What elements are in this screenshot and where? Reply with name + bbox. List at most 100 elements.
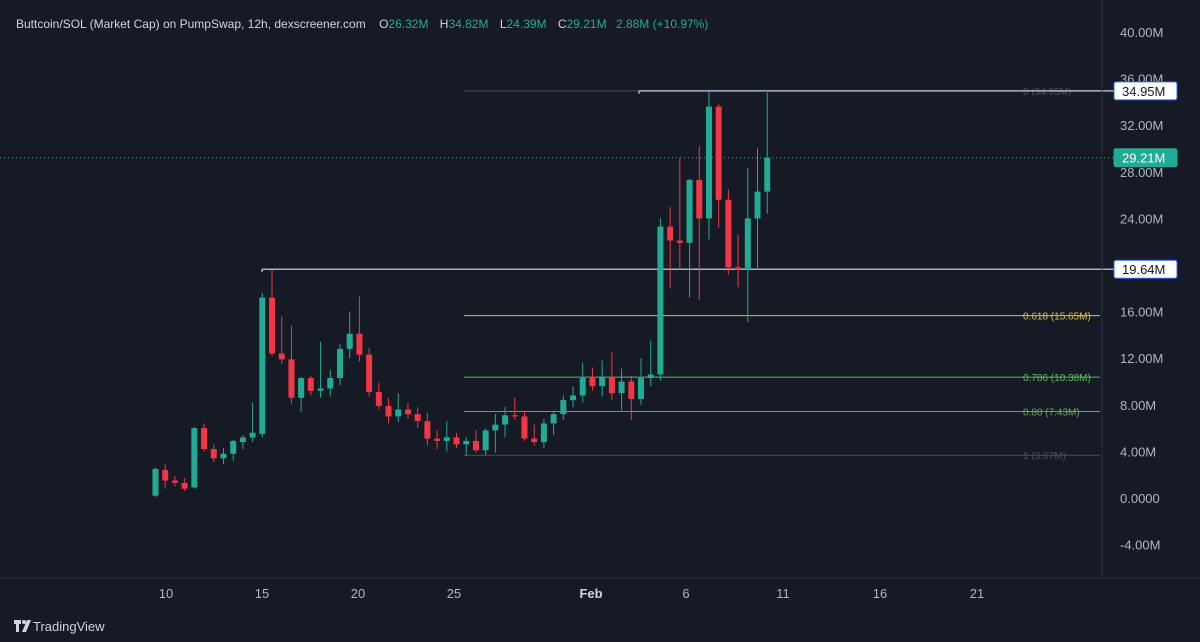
candle-body <box>511 415 518 417</box>
candle <box>638 358 644 405</box>
y-tick-label: 12.00M <box>1120 351 1163 366</box>
candle-body <box>725 199 732 268</box>
candle <box>375 382 382 410</box>
candle-body <box>744 218 751 270</box>
candle <box>754 148 761 270</box>
close-label: C <box>558 17 567 31</box>
candle <box>434 430 441 450</box>
candle <box>424 412 431 446</box>
candle-body <box>482 430 489 451</box>
price-label-text: 19.64M <box>1122 262 1165 277</box>
candle <box>278 316 285 365</box>
candle <box>686 178 693 298</box>
candle <box>259 292 266 438</box>
candle-body <box>735 267 742 270</box>
candle <box>298 376 305 412</box>
candle-body <box>307 378 314 391</box>
candle-body <box>589 378 596 387</box>
y-tick-label: 32.00M <box>1120 118 1163 133</box>
candle <box>230 439 237 461</box>
high-value: 34.82M <box>448 17 488 31</box>
low-value: 24.39M <box>507 17 547 31</box>
candle-body <box>162 470 169 481</box>
candle <box>599 360 606 397</box>
y-tick-label: 4.00M <box>1120 444 1156 459</box>
resistance-price-label: 34.95M <box>1113 81 1178 101</box>
candle-body <box>259 297 266 434</box>
x-tick-label: 11 <box>776 586 790 601</box>
fib-level-label: 0.786 (10.38M) <box>1023 373 1091 384</box>
symbol-title: Buttcoin/SOL (Market Cap) on PumpSwap, 1… <box>16 17 366 31</box>
horizontal-lines[interactable] <box>261 90 1114 273</box>
y-tick-label: -4.00M <box>1120 538 1160 553</box>
candle-body <box>696 179 703 219</box>
candle-body <box>356 333 363 355</box>
candle <box>667 206 674 289</box>
x-tick-label: Feb <box>579 586 602 601</box>
candle <box>220 447 227 465</box>
candle <box>336 344 343 385</box>
candle-body <box>317 388 324 391</box>
y-tick-label: 24.00M <box>1120 211 1163 226</box>
candle-body <box>764 157 771 192</box>
candle-body <box>608 376 615 394</box>
candle-body <box>472 440 479 451</box>
candle <box>744 168 751 323</box>
fib-level-label: 0.618 (15.65M) <box>1023 312 1091 323</box>
price-labels: 34.95M 29.21M 19.64M <box>1113 81 1178 279</box>
candle <box>269 269 276 356</box>
candle <box>356 296 363 362</box>
price-label-text: 29.21M <box>1122 151 1165 166</box>
candle-body <box>754 191 761 219</box>
candle <box>327 369 334 397</box>
candle-body <box>191 428 198 488</box>
candle <box>725 189 732 275</box>
candle <box>589 367 596 391</box>
fib-retracement[interactable]: 0 (34.95M) 0.618 (15.65M) 0.786 (10.38M) 0.… <box>464 87 1100 462</box>
candle <box>414 407 421 429</box>
candle-body <box>249 432 256 438</box>
candle-body <box>453 437 460 445</box>
candle <box>404 402 411 419</box>
candle <box>492 414 499 453</box>
candle-body <box>686 179 693 243</box>
candle <box>239 435 246 450</box>
candle <box>560 395 567 420</box>
candle-body <box>210 449 217 459</box>
candle-body <box>278 353 285 360</box>
candle-body <box>181 482 188 489</box>
candle-body <box>239 437 246 443</box>
candle-body <box>550 414 557 424</box>
y-tick-label: 0.0000 <box>1120 491 1160 506</box>
candle-body <box>540 423 547 443</box>
candle <box>705 91 712 240</box>
candle <box>764 92 771 214</box>
candle <box>735 234 742 288</box>
candle-body <box>579 378 586 396</box>
candle-body <box>676 240 683 243</box>
fib-level-label: 1 (3.67M) <box>1023 451 1066 462</box>
candle-body <box>521 416 528 439</box>
candle <box>346 311 353 359</box>
candle-body <box>492 424 499 431</box>
price-label-box <box>1113 81 1178 101</box>
x-tick-label: 21 <box>970 586 984 601</box>
candle <box>249 402 256 443</box>
candle <box>162 464 169 489</box>
x-axis[interactable]: 10 15 20 25 Feb 6 11 16 21 <box>0 577 1200 601</box>
x-tick-label: 25 <box>447 586 461 601</box>
candle <box>502 407 509 438</box>
tradingview-logo[interactable]: TradingView <box>14 619 105 634</box>
candle-body <box>570 395 577 401</box>
low-label: L <box>500 17 507 31</box>
candle <box>550 410 557 436</box>
candle-body <box>385 405 392 417</box>
candle-body <box>366 354 373 392</box>
candle-body <box>667 226 674 241</box>
candle-body <box>434 438 441 441</box>
candle <box>608 352 615 401</box>
candle <box>181 478 188 492</box>
candle-body <box>705 106 712 219</box>
candle <box>579 362 586 403</box>
